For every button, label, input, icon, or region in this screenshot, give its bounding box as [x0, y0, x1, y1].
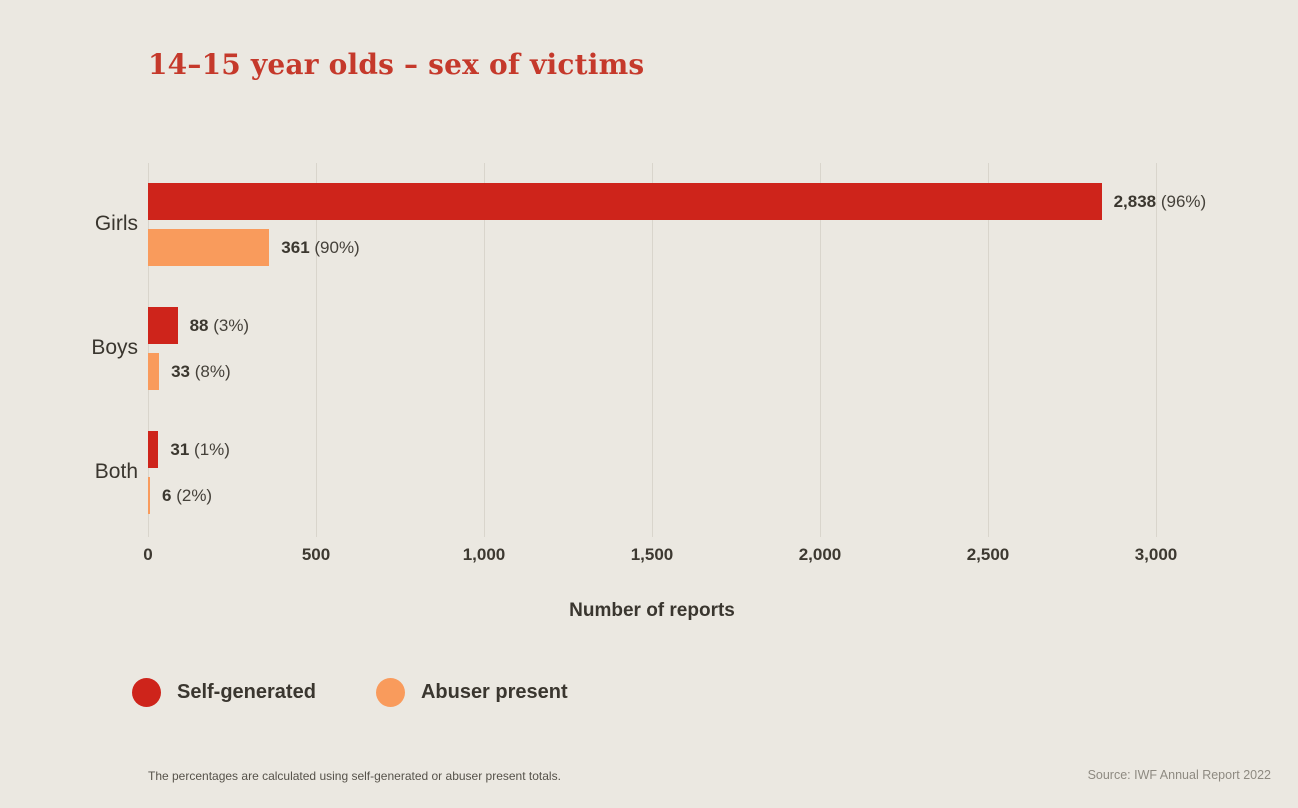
value-label-boys-self-generated: 88 (3%)	[189, 316, 250, 335]
x-tick-label: 3,000	[1134, 545, 1178, 564]
x-tick-label: 1,500	[630, 545, 674, 564]
bar-both-abuser-present	[148, 477, 151, 514]
legend-label: Self-generated	[177, 681, 316, 703]
category-label-girls: Girls	[94, 212, 138, 235]
bar-both-self-generated	[148, 431, 159, 468]
plot-area: 0 500 1,000 1,500 2,000 2,500 3,000 Girls 2,838 …	[91, 163, 1206, 564]
legend: Self-generated Abuser present	[132, 678, 568, 707]
x-axis-title: Number of reports	[569, 600, 735, 621]
gridline-x-2000	[819, 163, 821, 537]
legend-dot-red-icon	[132, 678, 161, 707]
value-label-boys-abuser-present: 33 (8%)	[171, 362, 231, 381]
value-label-both-self-generated: 31 (1%)	[170, 440, 230, 459]
x-tick-label: 0	[143, 545, 153, 564]
x-tick-label: 2,500	[966, 545, 1010, 564]
x-tick-label: 2,000	[798, 545, 842, 564]
source-credit: Source: IWF Annual Report 2022	[1087, 768, 1271, 782]
bar-girls-self-generated	[148, 183, 1102, 220]
gridline-x-500	[315, 163, 317, 537]
chart-title: 14–15 year olds – sex of victims	[148, 48, 645, 81]
gridline-x-2500	[987, 163, 989, 537]
category-label-both: Both	[94, 460, 138, 483]
legend-item-self-generated: Self-generated	[132, 678, 316, 707]
gridline-x-3000	[1155, 163, 1157, 537]
footnote: The percentages are calculated using sel…	[148, 769, 561, 783]
category-label-boys: Boys	[91, 336, 138, 359]
value-label-girls-abuser-present: 361 (90%)	[281, 238, 360, 257]
legend-label: Abuser present	[420, 681, 568, 703]
gridline-x-1000	[483, 163, 485, 537]
x-tick-label: 1,000	[462, 545, 506, 564]
bar-girls-abuser-present	[148, 229, 270, 266]
value-label-both-abuser-present: 6 (2%)	[162, 486, 213, 505]
bar-boys-abuser-present	[148, 353, 160, 390]
legend-item-abuser-present: Abuser present	[375, 678, 568, 707]
gridline-x-0	[147, 163, 149, 537]
bar-boys-self-generated	[148, 307, 178, 344]
gridline-x-1500	[651, 163, 653, 537]
legend-dot-orange-icon	[375, 678, 405, 707]
x-tick-label: 500	[301, 545, 331, 564]
value-label-girls-self-generated: 2,838 (96%)	[1113, 192, 1207, 211]
